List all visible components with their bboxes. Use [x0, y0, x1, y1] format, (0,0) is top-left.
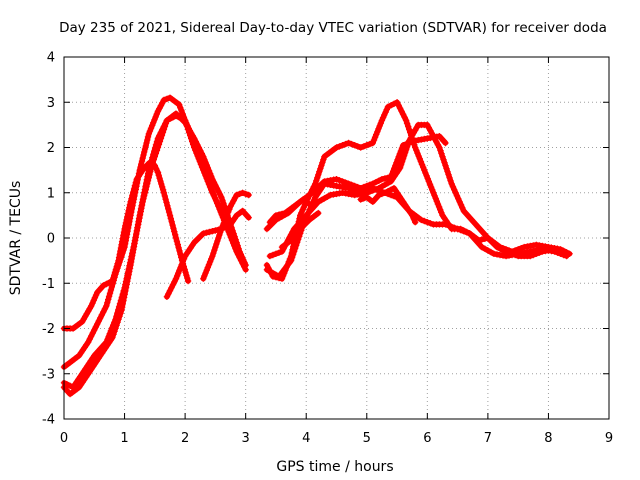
x-tick-label: 0 — [60, 431, 68, 446]
series-arc-14 — [357, 185, 419, 226]
y-tick-label: 2 — [47, 141, 55, 156]
x-tick-label: 1 — [120, 431, 128, 446]
x-tick-label: 4 — [302, 431, 310, 446]
x-tick-label: 8 — [544, 431, 552, 446]
y-tick-label: -3 — [42, 367, 55, 382]
series-markers — [278, 209, 322, 251]
x-tick-label: 6 — [423, 431, 431, 446]
series-markers — [266, 196, 316, 226]
x-tick-label: 5 — [363, 431, 371, 446]
series-markers — [266, 121, 573, 260]
y-tick-label: -1 — [42, 277, 55, 292]
x-tick-label: 7 — [484, 431, 492, 446]
y-tick-label: 3 — [47, 96, 55, 111]
y-axis-label: SDTVAR / TECUs — [8, 181, 24, 296]
y-tick-label: -4 — [42, 413, 55, 428]
chart-title: Day 235 of 2021, Sidereal Day-to-day VTE… — [59, 20, 607, 36]
y-tick-label: -2 — [42, 322, 55, 337]
series-arc-7 — [200, 189, 252, 282]
x-axis-label: GPS time / hours — [276, 459, 393, 475]
series-arc-12 — [266, 196, 316, 226]
data-series — [60, 94, 573, 398]
series-markers — [200, 189, 252, 282]
x-tick-label: 2 — [181, 431, 189, 446]
series-markers — [357, 185, 419, 226]
x-tick-label: 3 — [242, 431, 250, 446]
y-tick-label: 4 — [47, 51, 55, 66]
x-axis-ticks: 0 1 2 3 4 5 6 7 8 9 — [60, 57, 613, 446]
series-arc-13 — [278, 209, 322, 251]
series-arc-6 — [163, 207, 252, 300]
y-axis-ticks: -4 -3 -2 -1 0 1 2 3 4 — [42, 51, 609, 428]
series-markers — [163, 207, 252, 300]
y-tick-label: 0 — [47, 232, 55, 247]
x-tick-label: 9 — [605, 431, 613, 446]
series-arc-11 — [266, 121, 573, 260]
y-tick-label: 1 — [47, 186, 55, 201]
